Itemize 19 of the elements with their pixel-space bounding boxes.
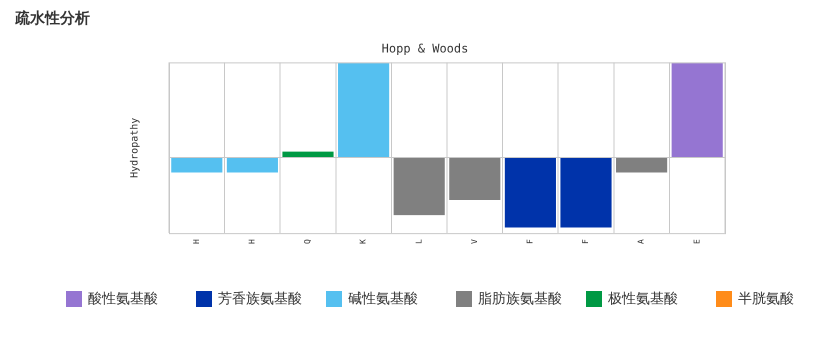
legend-label: 脂肪族氨基酸 <box>478 290 562 309</box>
legend-label: 芳香族氨基酸 <box>218 290 302 309</box>
legend-label: 半胱氨酸 <box>738 290 794 309</box>
legend-label: 碱性氨基酸 <box>348 290 418 309</box>
chart-subtitle: Hopp & Woods <box>382 41 468 56</box>
x-tick-label: F <box>525 239 534 244</box>
x-tick-label: E <box>692 239 702 244</box>
chart-title: 疏水性分析 <box>15 9 90 28</box>
x-tick-label: H <box>192 239 201 244</box>
x-tick-label: L <box>414 239 424 244</box>
legend-label: 酸性氨基酸 <box>88 290 158 309</box>
x-tick-label: F <box>581 239 590 244</box>
x-tick-label: H <box>247 239 256 244</box>
x-tick-label: Q <box>303 239 312 244</box>
x-tick-label: A <box>636 239 646 244</box>
legend-label: 极性氨基酸 <box>608 290 678 309</box>
x-tick-label: K <box>358 239 368 244</box>
x-tick-label: V <box>470 239 479 244</box>
y-axis-title: Hydropathy <box>130 118 141 178</box>
